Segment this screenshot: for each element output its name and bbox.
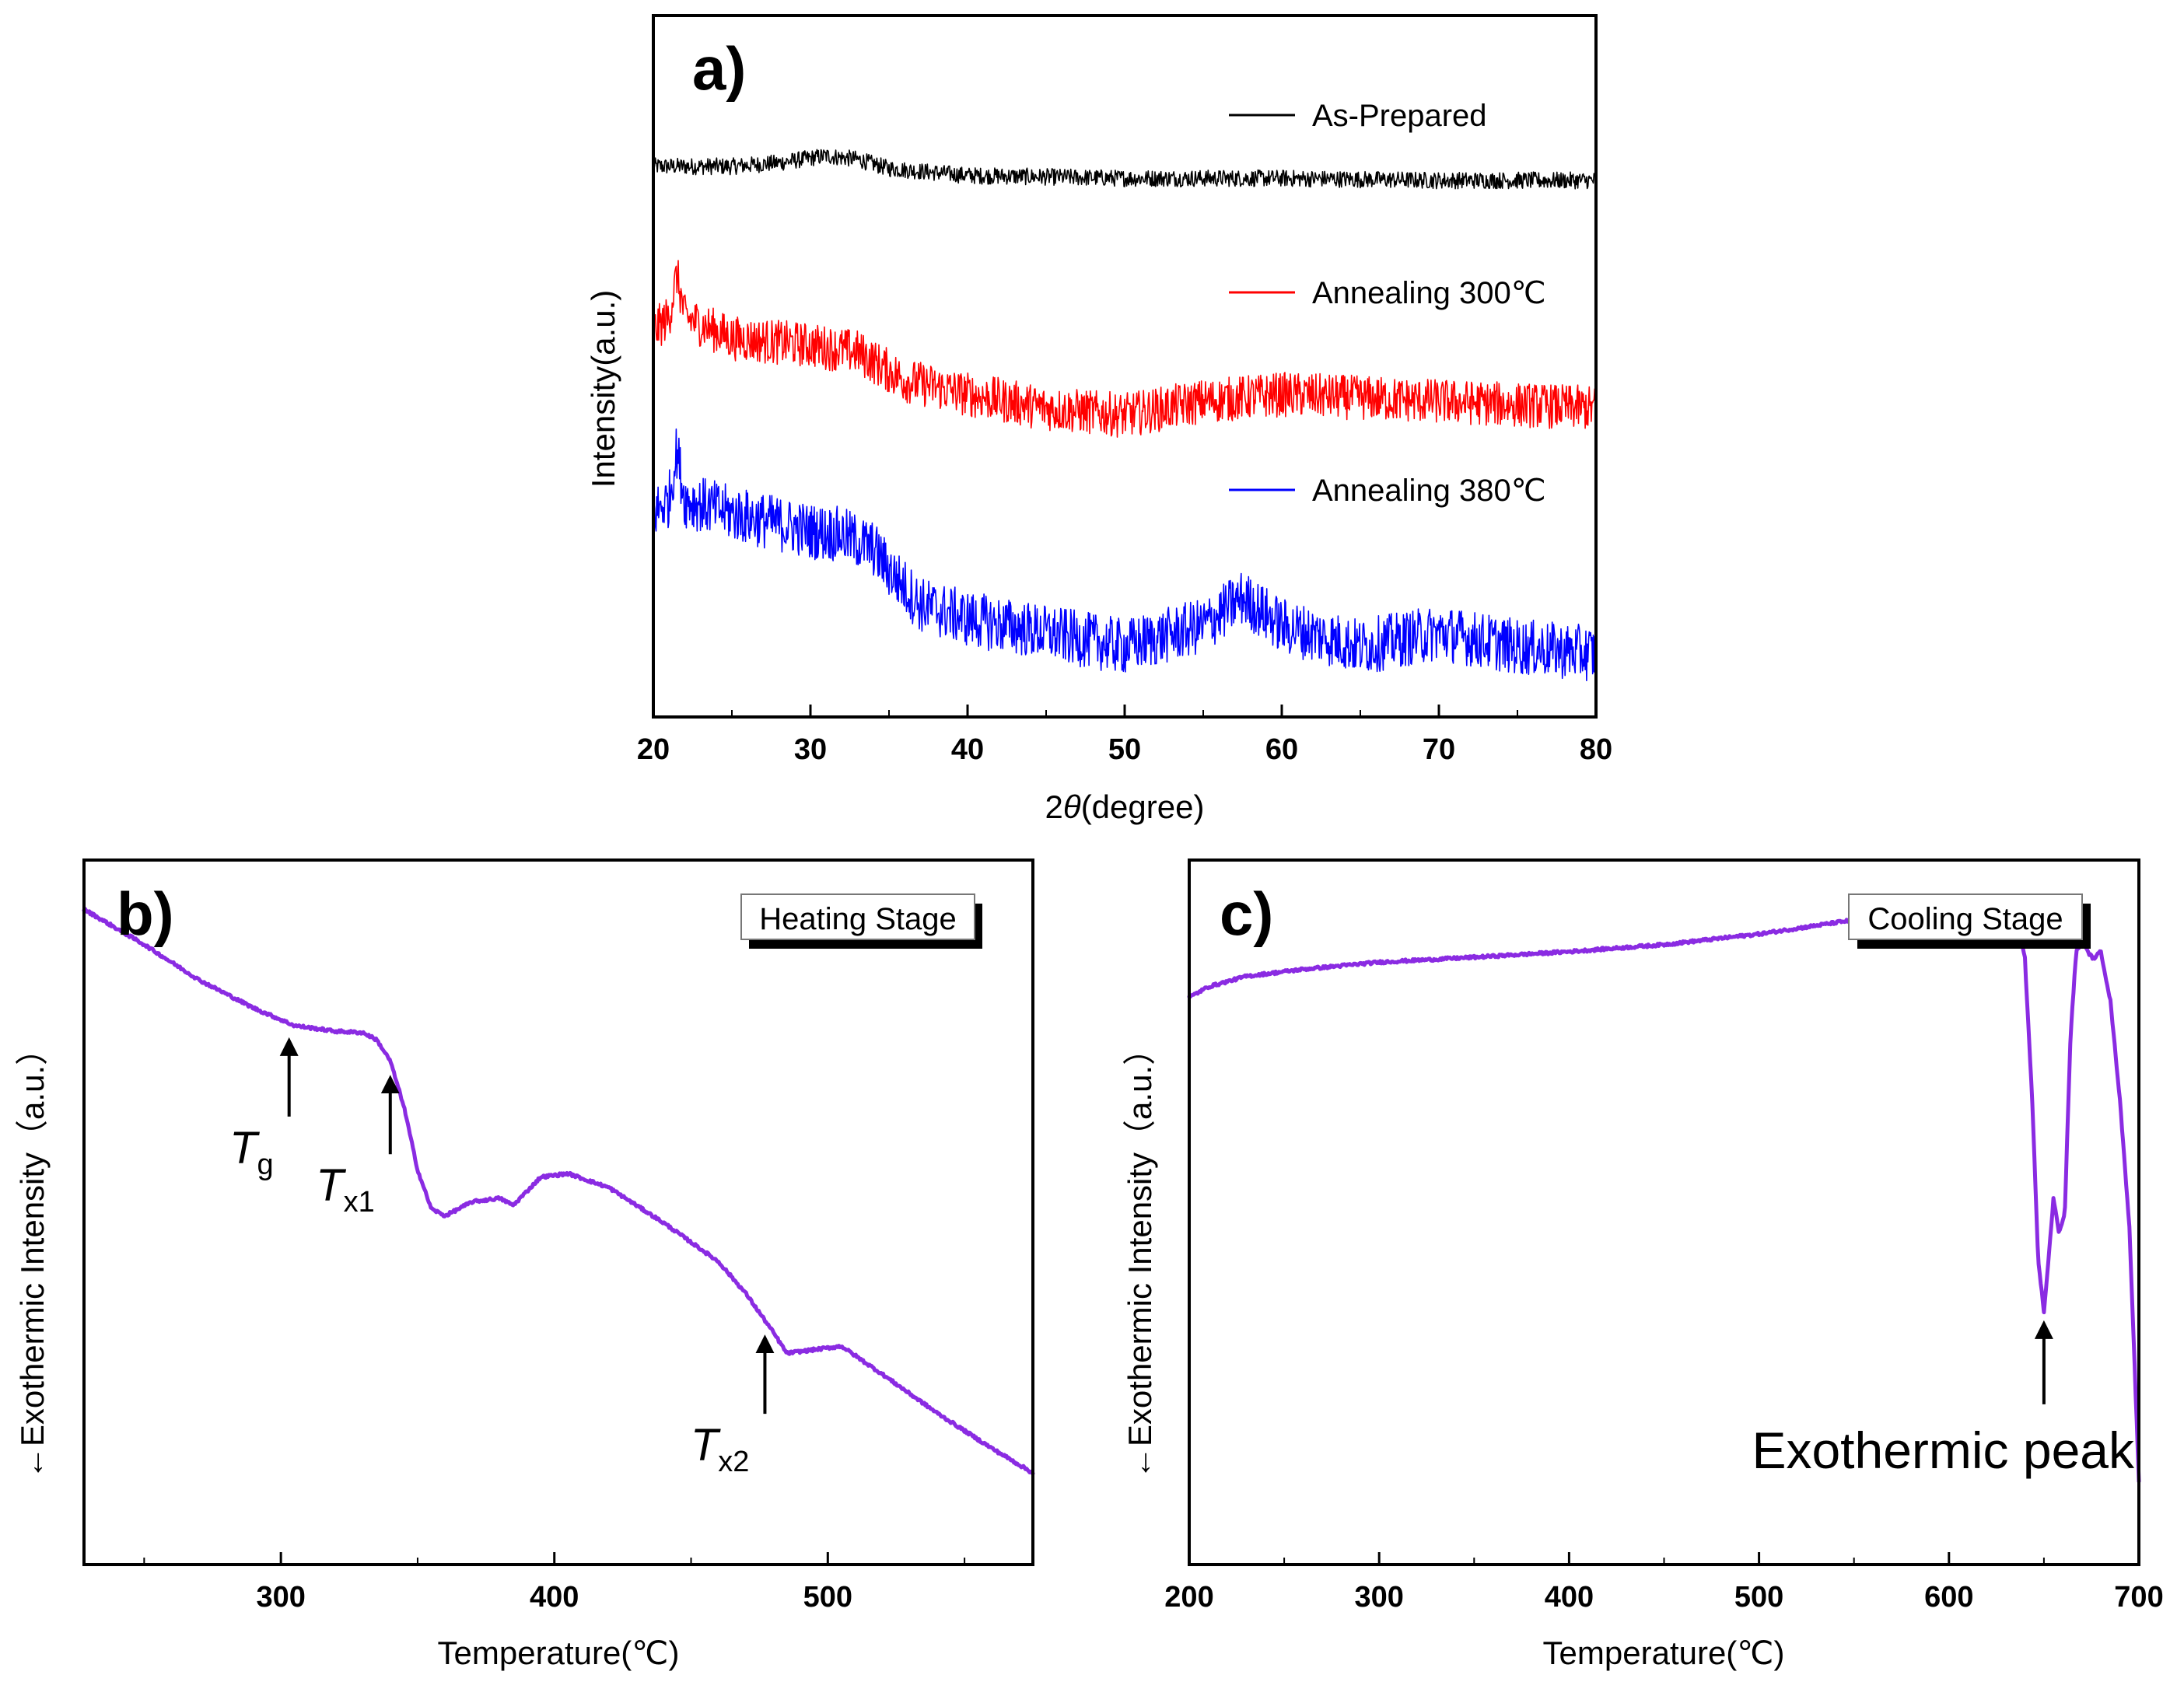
panel-a-x-axis-title: 2θ(degree) (1045, 789, 1205, 825)
annotation-label-exothermic-peak: Exothermic peak (1752, 1421, 2135, 1479)
panel-c-y-axis-title: ←Exothermic Intensity（a.u.） (1122, 1033, 1158, 1479)
panel-b-annotations: Tg Tx1 Tx2 (229, 1037, 775, 1478)
panel-c-series (1187, 903, 2141, 1484)
x-tick-label: 70 (1423, 733, 1455, 766)
panel-c: 200 300 400 500 600 700 c) Cooling Stage Exot… (1122, 858, 2164, 1671)
x-tick-label: 500 (803, 1581, 852, 1614)
panel-b-x-axis-title: Temperature(℃) (438, 1635, 680, 1671)
x-tick-label: 500 (1734, 1581, 1783, 1614)
annotation-label-g: Tg (229, 1123, 274, 1181)
x-tick-label: 80 (1580, 733, 1612, 766)
legend-label-as-prepared: As-Prepared (1312, 99, 1487, 133)
x-tick-label: 20 (637, 733, 670, 766)
x-tick-label: 700 (2114, 1581, 2163, 1614)
series-line-annealing-300- (653, 260, 1597, 438)
x-tick-label: 200 (1164, 1581, 1213, 1614)
panel-b: 300 400 500 b) Heating Stage Tg Tx1 Tx2 Temp… (14, 858, 1035, 1671)
panel-c-stage-box-text: Cooling Stage (1867, 902, 2063, 936)
x-tick-label: 400 (1545, 1581, 1594, 1614)
panel-b-series (82, 907, 1035, 1476)
series-line-as-prepared (653, 149, 1597, 190)
panel-a-label: a) (692, 34, 746, 103)
panel-a-x-axis-title-theta: θ (1063, 789, 1081, 825)
series-line-annealing-380- (653, 428, 1597, 681)
panel-c-stage-box-frame (1848, 893, 2083, 940)
panel-b-label: b) (117, 879, 174, 948)
x-tick-label: 60 (1265, 733, 1298, 766)
panel-b-stage-box: Heating Stage (740, 893, 982, 949)
panel-a-x-axis-title-prefix: 2 (1045, 789, 1063, 825)
x-tick-label: 50 (1108, 733, 1141, 766)
panel-a-ticks: 20 30 40 50 60 70 80 (637, 705, 1612, 766)
x-tick-label: 400 (530, 1581, 579, 1614)
panel-c-x-axis-title: Temperature(℃) (1543, 1635, 1785, 1671)
x-tick-label: 300 (256, 1581, 305, 1614)
series-line-c-cooling-stage (1187, 903, 2141, 1484)
legend-entry-annealing-380: Annealing 380℃ (1229, 474, 1546, 508)
legend-entry-as-prepared: As-Prepared (1229, 99, 1487, 133)
panel-c-annotations: Exothermic peak (1752, 1320, 2135, 1479)
panel-a-series (653, 149, 1597, 681)
annotation-label-x1: Tx1 (316, 1160, 375, 1219)
legend-entry-annealing-300: Annealing 300℃ (1229, 276, 1546, 310)
legend-label-annealing-300: Annealing 300℃ (1312, 276, 1546, 310)
legend-label-annealing-380: Annealing 380℃ (1312, 474, 1546, 508)
annotation-label-x2: Tx2 (691, 1420, 750, 1478)
x-tick-label: 40 (951, 733, 984, 766)
panel-c-stage-box: Cooling Stage (1848, 893, 2091, 949)
series-line-b-heating-stage (82, 907, 1035, 1476)
panel-b-stage-box-frame (740, 893, 975, 940)
panel-c-label: c) (1220, 879, 1273, 948)
panel-b-stage-box-text: Heating Stage (759, 902, 957, 936)
x-tick-label: 30 (794, 733, 827, 766)
panel-c-ticks: 200 300 400 500 600 700 (1164, 1552, 2164, 1614)
panel-b-y-axis-title: ←Exothermic Intensity（a.u.） (14, 1033, 51, 1479)
panel-b-ticks: 300 400 500 (143, 1552, 966, 1614)
x-tick-label: 300 (1354, 1581, 1403, 1614)
panel-a-y-axis-title: Intensity(a.u.) (585, 290, 621, 488)
panel-a: 20 30 40 50 60 70 80 a) As-Prepared Annealing … (585, 14, 1612, 825)
panel-a-legend: As-Prepared Annealing 300℃ Annealing 380… (1229, 99, 1546, 508)
x-tick-label: 600 (1924, 1581, 1973, 1614)
panel-b-plot-frame (82, 858, 1034, 1566)
panel-a-x-axis-title-suffix: (degree) (1081, 789, 1205, 825)
